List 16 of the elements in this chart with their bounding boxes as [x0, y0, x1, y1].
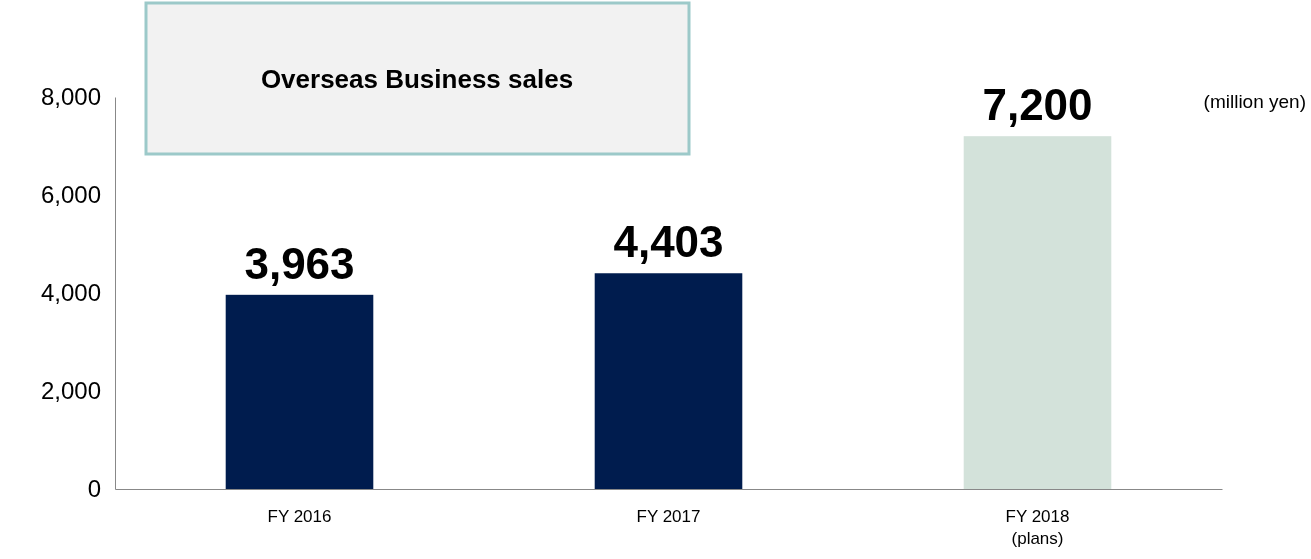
chart-title: Overseas Business sales — [260, 64, 574, 94]
x-tick-label: FY 2017 — [636, 507, 701, 526]
y-tick-label: 4,000 — [40, 279, 101, 307]
bar — [225, 294, 374, 489]
bar — [963, 136, 1112, 489]
y-tick-label: 6,000 — [40, 181, 101, 209]
x-tick-label: FY 2016 — [267, 507, 332, 526]
y-tick-label: 8,000 — [40, 83, 101, 111]
data-label: 3,963 — [244, 238, 355, 288]
y-tick-label: 0 — [87, 475, 101, 503]
bar — [594, 273, 743, 489]
y-tick-label: 2,000 — [40, 377, 101, 405]
x-tick-label: FY 2018 (plans) — [1005, 507, 1070, 548]
data-label: 4,403 — [613, 217, 724, 267]
annotation: (million yen) — [1203, 91, 1306, 112]
data-label: 7,200 — [982, 80, 1093, 130]
